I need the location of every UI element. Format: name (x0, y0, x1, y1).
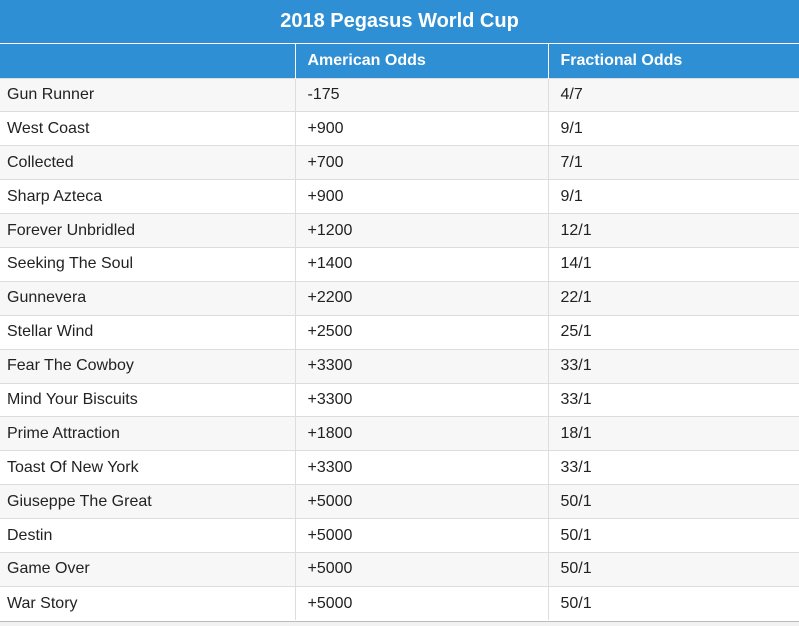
table-title: 2018 Pegasus World Cup (0, 0, 799, 44)
american-odds-cell: +3300 (294, 348, 548, 384)
horse-name-cell: Fear The Cowboy (0, 348, 295, 384)
fractional-odds-cell: 22/1 (547, 280, 799, 316)
table-row: West Coast +900 9/1 (0, 111, 799, 146)
fractional-odds-cell: 33/1 (547, 382, 799, 417)
table-row: Seeking The Soul +1400 14/1 (0, 246, 799, 282)
table-bottom-border (0, 621, 799, 626)
fractional-odds-cell: 50/1 (547, 484, 799, 519)
horse-name-cell: Giuseppe The Great (0, 484, 295, 519)
table-row: War Story +5000 50/1 (0, 585, 799, 621)
fractional-odds-cell: 50/1 (547, 551, 799, 587)
table-row: Stellar Wind +2500 25/1 (0, 314, 799, 350)
horse-name-cell: Stellar Wind (0, 314, 295, 350)
table-row: Fear The Cowboy +3300 33/1 (0, 348, 799, 384)
table-row: Game Over +5000 50/1 (0, 551, 799, 587)
fractional-odds-cell: 12/1 (547, 213, 799, 248)
horse-name-cell: West Coast (0, 111, 295, 146)
table-row: Toast Of New York +3300 33/1 (0, 450, 799, 485)
header-fractional-odds: Fractional Odds (547, 44, 799, 78)
fractional-odds-cell: 14/1 (547, 246, 799, 282)
fractional-odds-cell: 9/1 (547, 111, 799, 146)
fractional-odds-cell: 25/1 (547, 314, 799, 350)
american-odds-cell: -175 (294, 77, 548, 112)
fractional-odds-cell: 50/1 (547, 518, 799, 553)
fractional-odds-cell: 33/1 (547, 348, 799, 384)
odds-table: American Odds Fractional Odds Gun Runner… (0, 44, 799, 621)
header-horse (0, 44, 295, 78)
table-body: Gun Runner -175 4/7 West Coast +900 9/1 Collec… (0, 77, 799, 621)
table-row: Gun Runner -175 4/7 (0, 77, 799, 112)
american-odds-cell: +2200 (294, 280, 548, 316)
american-odds-cell: +900 (294, 111, 548, 146)
table-row: Mind Your Biscuits +3300 33/1 (0, 382, 799, 417)
american-odds-cell: +3300 (294, 382, 548, 417)
american-odds-cell: +5000 (294, 518, 548, 553)
american-odds-cell: +2500 (294, 314, 548, 350)
american-odds-cell: +1800 (294, 416, 548, 451)
table-row: Giuseppe The Great +5000 50/1 (0, 484, 799, 519)
horse-name-cell: Seeking The Soul (0, 246, 295, 282)
table-row: Forever Unbridled +1200 12/1 (0, 213, 799, 248)
table-row: Sharp Azteca +900 9/1 (0, 179, 799, 214)
american-odds-cell: +5000 (294, 551, 548, 587)
horse-name-cell: Prime Attraction (0, 416, 295, 451)
horse-name-cell: Game Over (0, 551, 295, 587)
fractional-odds-cell: 4/7 (547, 77, 799, 112)
horse-name-cell: Toast Of New York (0, 450, 295, 485)
american-odds-cell: +5000 (294, 585, 548, 621)
table-row: Destin +5000 50/1 (0, 518, 799, 553)
american-odds-cell: +1400 (294, 246, 548, 282)
american-odds-cell: +1200 (294, 213, 548, 248)
table-row: Prime Attraction +1800 18/1 (0, 416, 799, 451)
table-row: Collected +700 7/1 (0, 145, 799, 180)
fractional-odds-cell: 7/1 (547, 145, 799, 180)
horse-name-cell: Forever Unbridled (0, 213, 295, 248)
horse-name-cell: Collected (0, 145, 295, 180)
american-odds-cell: +700 (294, 145, 548, 180)
american-odds-cell: +5000 (294, 484, 548, 519)
horse-name-cell: Gun Runner (0, 77, 295, 112)
horse-name-cell: Sharp Azteca (0, 179, 295, 214)
fractional-odds-cell: 33/1 (547, 450, 799, 485)
american-odds-cell: +900 (294, 179, 548, 214)
header-american-odds: American Odds (294, 44, 548, 78)
horse-name-cell: War Story (0, 585, 295, 621)
fractional-odds-cell: 18/1 (547, 416, 799, 451)
horse-name-cell: Mind Your Biscuits (0, 382, 295, 417)
header-row: American Odds Fractional Odds (0, 44, 799, 78)
american-odds-cell: +3300 (294, 450, 548, 485)
table-row: Gunnevera +2200 22/1 (0, 280, 799, 316)
fractional-odds-cell: 9/1 (547, 179, 799, 214)
horse-name-cell: Destin (0, 518, 295, 553)
horse-name-cell: Gunnevera (0, 280, 295, 316)
fractional-odds-cell: 50/1 (547, 585, 799, 621)
